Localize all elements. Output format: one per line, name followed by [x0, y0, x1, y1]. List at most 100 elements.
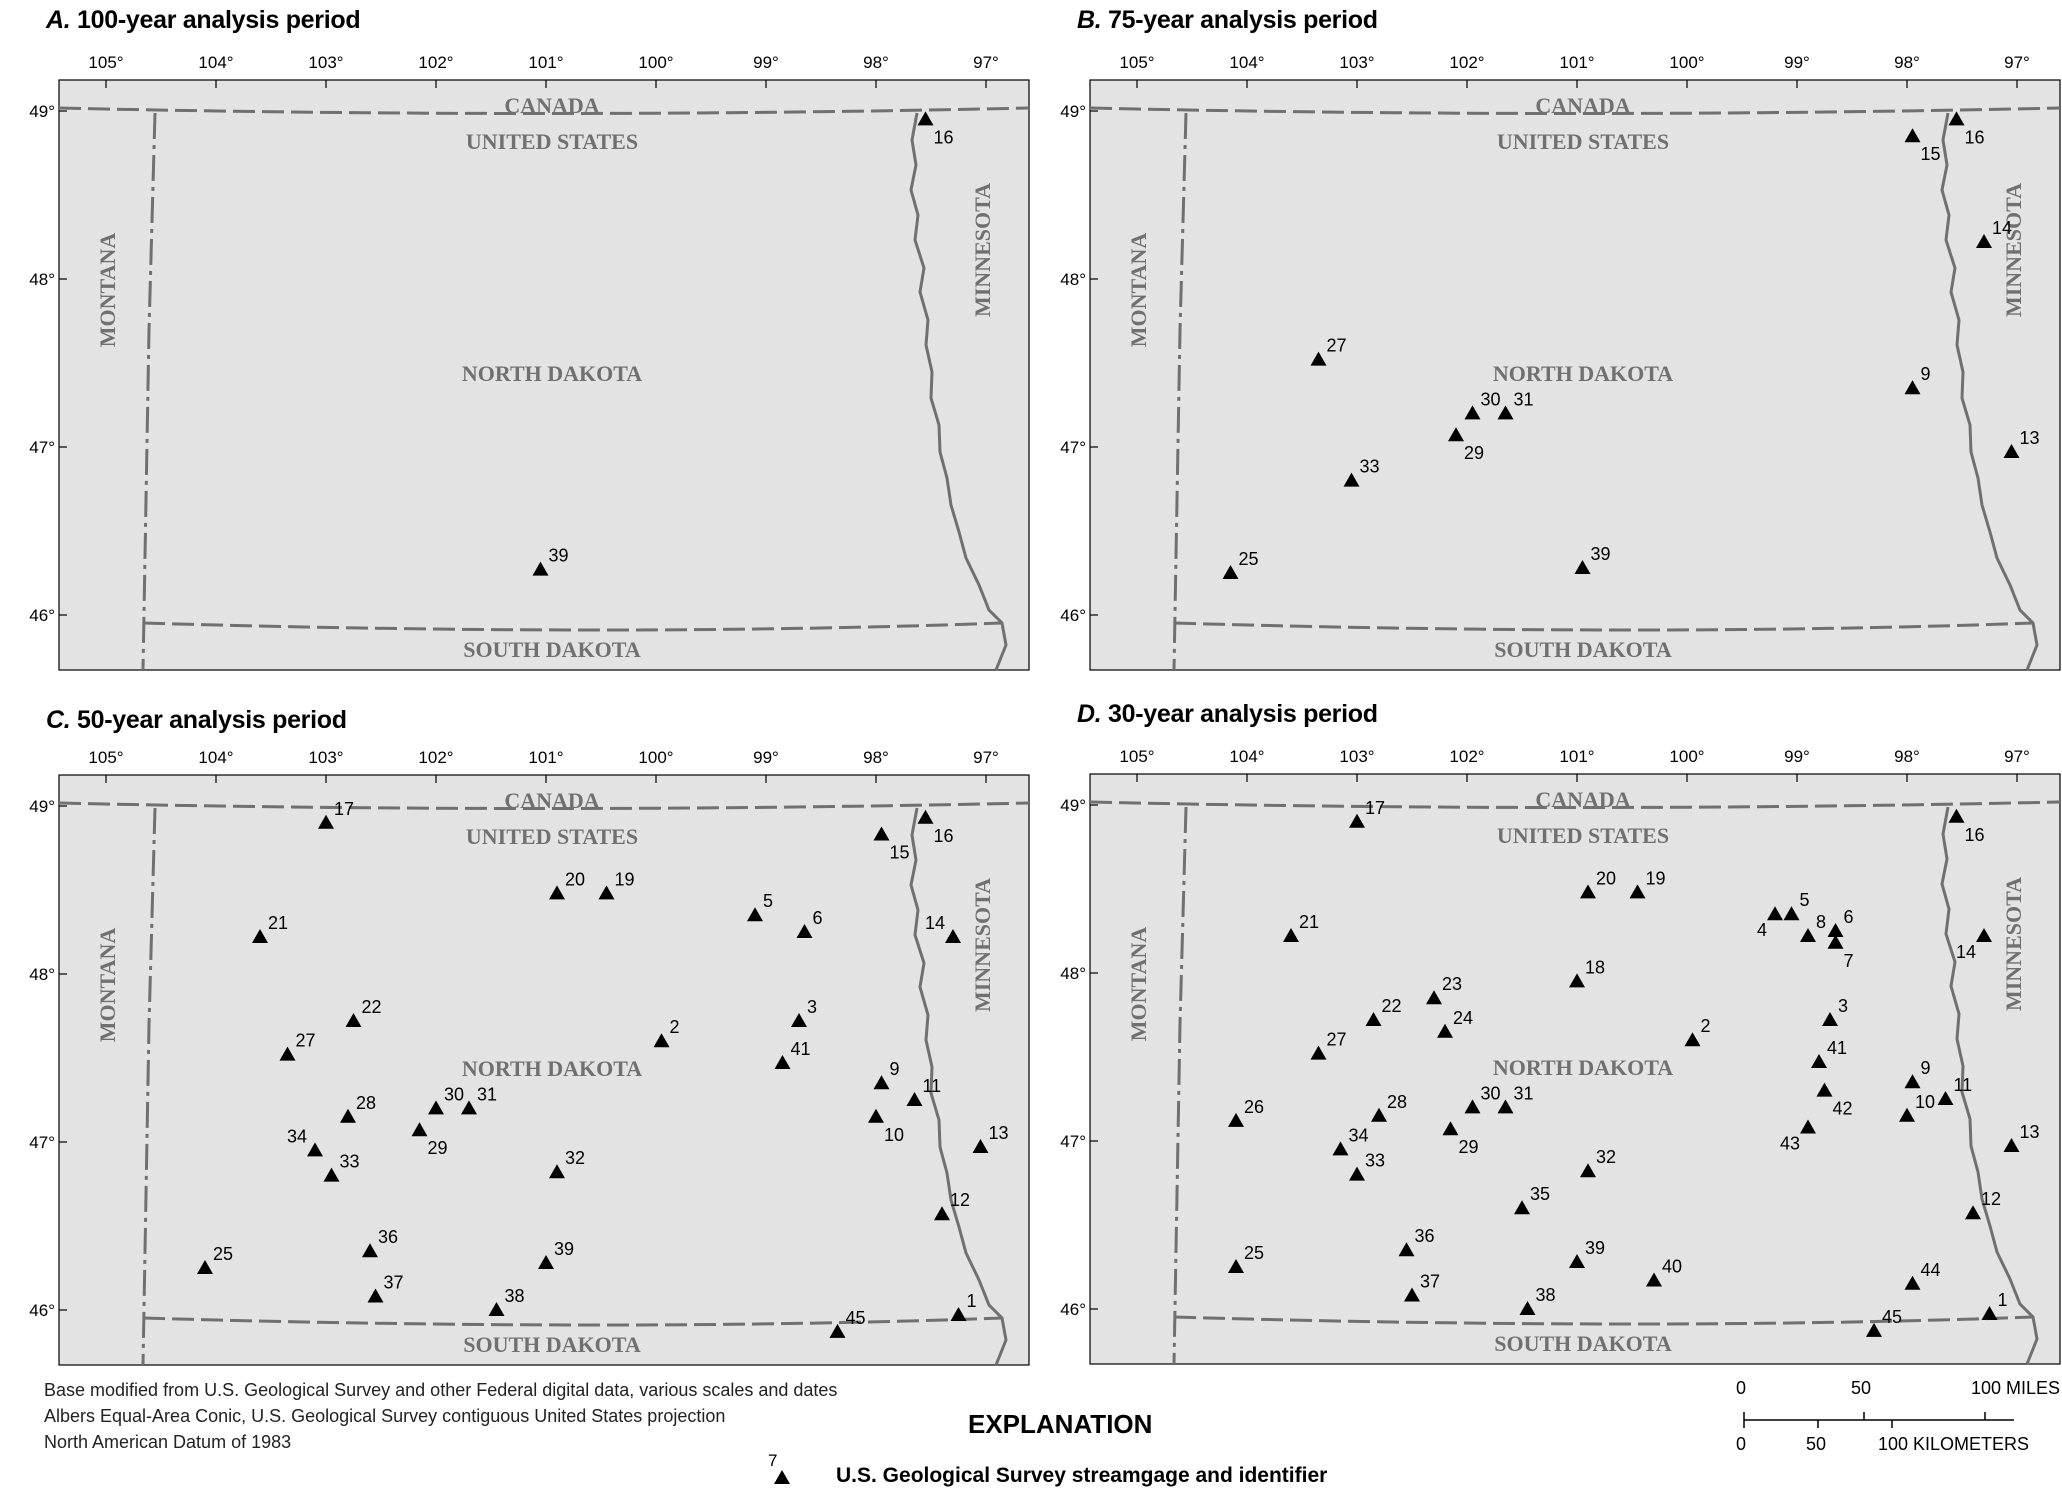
streamgage-25: 25 [1228, 1243, 1264, 1273]
streamgage-19: 19 [598, 869, 635, 900]
minnesota-label: MINNESOTA [970, 878, 995, 1012]
streamgage-3: 3 [791, 997, 817, 1028]
longitude-label: 102° [1449, 747, 1484, 766]
streamgage-9: 9 [1904, 364, 1931, 395]
latitude-label: 49° [29, 797, 55, 816]
montana-border [1172, 806, 1188, 1365]
minnesota-label: MINNESOTA [2001, 183, 2026, 317]
latitude-label: 47° [1060, 438, 1086, 457]
streamgage-triangle-icon [796, 924, 813, 938]
streamgage-31: 31 [1497, 389, 1534, 420]
streamgage-triangle-icon [1464, 405, 1481, 420]
longitude-label: 101° [1559, 747, 1594, 766]
streamgage-id: 30 [444, 1084, 464, 1104]
scale-bar [1743, 1412, 2014, 1428]
streamgage-id: 1 [967, 1291, 977, 1311]
streamgage-triangle-icon [532, 561, 549, 576]
streamgage-triangle-icon [917, 111, 934, 126]
streamgage-11: 11 [906, 1076, 942, 1106]
streamgage-id: 6 [813, 908, 823, 928]
minnesota-border [909, 112, 1008, 671]
streamgage-id: 9 [1921, 364, 1931, 384]
longitude-label: 99° [753, 53, 779, 72]
streamgage-14: 14 [1956, 928, 1992, 962]
panel-title-text: 50-year analysis period [70, 706, 347, 734]
streamgage-id: 3 [807, 997, 817, 1017]
longitude-label: 101° [528, 748, 563, 767]
streamgage-36: 36 [1398, 1226, 1435, 1257]
streamgage-2: 2 [653, 1017, 680, 1048]
united-states-label: UNITED STATES [1497, 129, 1669, 154]
streamgage-id: 17 [334, 799, 354, 819]
united-states-label: UNITED STATES [466, 824, 638, 849]
streamgage-triangle-icon [1800, 928, 1816, 943]
streamgage-id: 18 [1585, 957, 1605, 977]
streamgage-triangle-icon [1404, 1287, 1420, 1302]
streamgage-triangle-icon [1827, 923, 1844, 937]
streamgage-23: 23 [1426, 974, 1462, 1005]
streamgage-29: 29 [1448, 427, 1484, 463]
streamgage-12: 12 [1965, 1189, 2001, 1220]
streamgage-38: 38 [488, 1286, 525, 1316]
streamgage-triangle-icon [1816, 1082, 1833, 1097]
streamgage-id: 16 [934, 127, 954, 147]
streamgage-id: 24 [1453, 1008, 1473, 1028]
scale-km-100: 100 KILOMETERS [1878, 1434, 2030, 1454]
streamgage-id: 25 [1239, 549, 1259, 569]
scale-km-0: 0 [1736, 1434, 1747, 1454]
longitude-label: 102° [1449, 53, 1484, 72]
streamgage-27: 27 [1310, 1030, 1347, 1060]
streamgage-id: 11 [923, 1076, 942, 1096]
explanation-example-id: 7 [768, 1451, 778, 1470]
streamgage-38: 38 [1519, 1285, 1556, 1315]
map-panel: 105° 104° 103° 102° 101° 100° 99° 98° 97° 49° 48° 4… [1060, 53, 2061, 671]
streamgage-41: 41 [1811, 1038, 1847, 1069]
streamgage-id: 31 [1514, 389, 1534, 409]
streamgage-13: 13 [2003, 1122, 2040, 1153]
streamgage-1: 1 [950, 1291, 977, 1322]
north-dakota-label: NORTH DAKOTA [462, 361, 642, 386]
latitude-label: 48° [29, 965, 55, 984]
montana-label: MONTANA [1126, 927, 1151, 1042]
latitude-label: 48° [29, 270, 55, 289]
streamgage-id: 29 [1459, 1137, 1479, 1157]
longitude-label: 105° [88, 748, 123, 767]
streamgage-id: 39 [549, 546, 569, 566]
source-line-1: Base modified from U.S. Geological Surve… [44, 1380, 838, 1400]
longitude-label: 103° [308, 748, 343, 767]
streamgage-triangle-icon [252, 929, 268, 944]
united-states-label: UNITED STATES [1497, 823, 1669, 848]
streamgage-triangle-icon [1222, 565, 1239, 579]
explanation-label: U.S. Geological Survey streamgage and id… [836, 1464, 1328, 1487]
streamgage-id: 11 [1954, 1075, 1973, 1095]
panel-letter: A. [46, 6, 71, 34]
longitude-label: 97° [2004, 53, 2030, 72]
streamgage-id: 27 [296, 1031, 316, 1051]
streamgage-26: 26 [1228, 1097, 1264, 1127]
longitude-label: 101° [528, 53, 563, 72]
streamgage-10: 10 [1899, 1092, 1935, 1122]
latitude-label: 48° [1060, 964, 1086, 983]
longitude-label: 98° [1894, 747, 1920, 766]
map-frame [1089, 773, 2061, 1365]
streamgage-triangle-icon [1981, 1306, 1998, 1321]
streamgage-triangle-icon [1371, 1107, 1387, 1122]
montana-label: MONTANA [95, 928, 120, 1043]
scale-miles-100: 100 MILES [1971, 1378, 2061, 1398]
scale-miles-50: 50 [1851, 1378, 1872, 1398]
explanation-title: EXPLANATION [968, 1409, 1153, 1439]
streamgage-triangle-icon [1948, 111, 1965, 126]
panel-letter: C. [46, 706, 71, 734]
streamgage-triangle-icon [972, 1139, 989, 1154]
latitude-label: 46° [29, 1301, 55, 1320]
streamgage-22: 22 [345, 997, 382, 1028]
longitude-label: 105° [1119, 747, 1154, 766]
streamgage-9: 9 [1904, 1058, 1931, 1089]
latitude-label: 46° [29, 606, 55, 625]
streamgage-triangle-icon [1800, 1119, 1816, 1134]
streamgage-triangle-icon [829, 1323, 846, 1338]
streamgage-12: 12 [934, 1190, 970, 1221]
streamgage-triangle-icon [598, 885, 615, 900]
streamgage-32: 32 [1580, 1147, 1616, 1178]
streamgage-25: 25 [197, 1244, 233, 1274]
